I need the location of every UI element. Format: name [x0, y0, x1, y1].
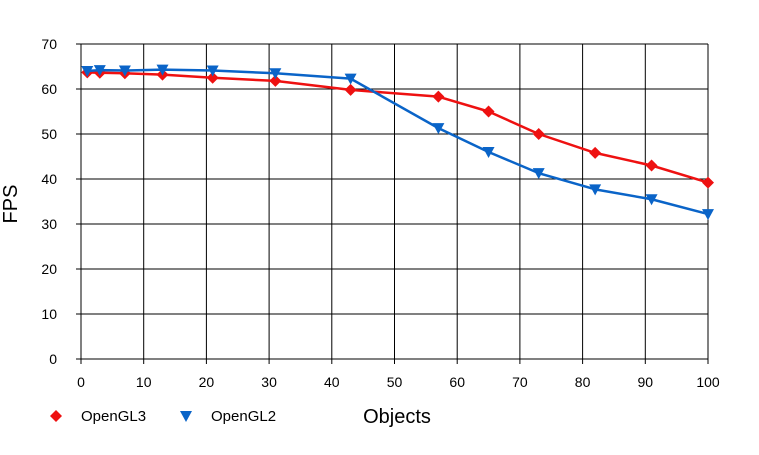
y-tick-label: 0	[49, 351, 57, 367]
x-tick-label: 60	[449, 374, 465, 390]
opengl2-point	[93, 65, 106, 77]
legend-marker-opengl2	[180, 411, 192, 422]
opengl2-point	[269, 68, 282, 80]
opengl2-point	[118, 65, 131, 77]
x-tick-label: 20	[199, 374, 215, 390]
x-tick-label: 0	[77, 374, 85, 390]
opengl3-point	[344, 83, 357, 96]
x-tick-label: 30	[261, 374, 277, 390]
series-layer	[81, 64, 714, 221]
y-tick-label: 70	[41, 36, 57, 52]
opengl2-point	[156, 64, 169, 76]
opengl3-point	[206, 71, 219, 84]
opengl3-point	[645, 159, 658, 172]
y-tick-label: 20	[41, 261, 57, 277]
opengl2-series	[81, 64, 714, 221]
opengl3-point	[482, 105, 495, 118]
opengl2-point	[432, 123, 445, 135]
legend-item-opengl2: OpenGL2	[180, 408, 276, 425]
opengl3-point	[702, 176, 714, 189]
legend-marker-opengl3	[50, 410, 62, 422]
x-tick-label: 90	[638, 374, 654, 390]
opengl2-point	[482, 147, 495, 158]
opengl2-line	[87, 68, 709, 216]
opengl3-point	[432, 90, 445, 103]
opengl3-point	[532, 128, 545, 140]
y-tick-label: 50	[41, 126, 57, 142]
opengl2-point	[645, 194, 658, 206]
opengl2-point	[702, 209, 714, 221]
opengl2-point	[344, 73, 357, 85]
x-tick-label: 70	[512, 374, 528, 390]
opengl3-point	[269, 74, 282, 87]
x-tick-label: 50	[387, 374, 403, 390]
x-axis-title: Objects	[363, 406, 431, 428]
y-axis-ticks: 0 10 20 30 40 50 60 70	[41, 36, 57, 367]
x-tick-label: 100	[696, 374, 720, 390]
opengl2-point	[589, 184, 602, 196]
y-tick-label: 30	[41, 216, 57, 232]
opengl3-point	[589, 146, 602, 159]
legend-item-opengl3: OpenGL3	[50, 408, 146, 425]
legend: OpenGL3 OpenGL2	[50, 408, 276, 425]
legend-label-opengl2: OpenGL2	[211, 408, 276, 425]
y-tick-label: 60	[41, 81, 57, 97]
opengl3-series	[81, 66, 714, 189]
opengl2-point	[532, 168, 545, 180]
y-axis-title: FPS	[0, 185, 22, 224]
y-tick-label: 10	[41, 306, 57, 322]
opengl2-point	[206, 65, 219, 77]
x-tick-label: 10	[136, 374, 152, 390]
y-tick-label: 40	[41, 171, 57, 187]
x-tick-label: 40	[324, 374, 340, 390]
x-axis-ticks: 0 10 20 30 40 50 60 70 80 90 100	[77, 374, 720, 390]
legend-label-opengl3: OpenGL3	[81, 408, 146, 425]
x-tick-label: 80	[575, 374, 591, 390]
grid	[76, 43, 709, 364]
opengl2-point	[81, 66, 94, 77]
